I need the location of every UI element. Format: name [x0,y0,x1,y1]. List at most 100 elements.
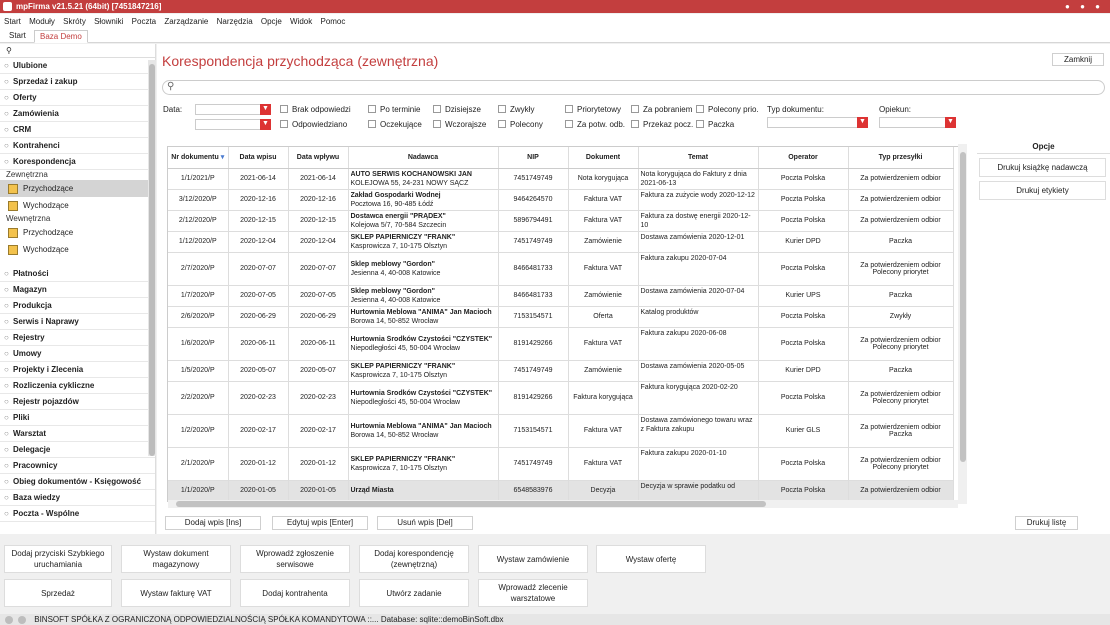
table-cell[interactable]: 2020-06-11 [288,327,349,361]
table-cell[interactable]: Faktura zakupu 2020-01-10 [638,447,759,481]
table-cell[interactable]: Paczka [848,360,954,382]
table-cell[interactable]: Faktura za dostwę energii 2020-12-10 [638,210,759,232]
checkbox[interactable] [565,105,573,113]
table-row[interactable]: 1/12/2020/P 2020-12-04 2020-12-04 SKLEP PAP… [168,231,954,253]
sidebar-section[interactable]: ○ Produkcja [0,298,155,314]
close-button[interactable]: Zamknij [1052,53,1104,66]
table-cell[interactable]: Dostawa zamówienia 2020-07-04 [638,285,759,307]
add-quick-buttons-button[interactable]: Dodaj przyciski Szybkiego uruchamiania [4,545,112,573]
add-entry-button[interactable]: Dodaj wpis [Ins] [165,516,261,530]
table-cell[interactable]: 6548583976 [498,480,569,501]
table-cell[interactable]: Faktura zakupu 2020-06-08 [638,327,759,361]
table-cell[interactable]: Sklep meblowy "Gordon" Jesienna 4, 40-008… [348,252,499,286]
sidebar-item-przychodzace[interactable]: Przychodzące [0,180,155,197]
table-cell[interactable]: Poczta Polska [758,381,849,415]
menu-item[interactable]: Zarządzanie [164,17,209,26]
table-cell[interactable]: Sklep meblowy "Gordon" Jesienna 4, 40-008… [348,285,499,307]
table-cell[interactable]: 7451749749 [498,447,569,481]
table-cell[interactable]: 2020-12-15 [288,210,349,232]
table-cell[interactable]: 2020-12-04 [228,231,289,253]
table-cell[interactable]: Poczta Polska [758,480,849,501]
table-cell[interactable]: Faktura VAT [568,447,639,481]
sidebar-section[interactable]: ○ Pliki [0,410,155,426]
issue-invoice-button[interactable]: Wystaw fakturę VAT [121,579,231,607]
sidebar-section[interactable]: ○ Ulubione [0,58,155,74]
issue-order-button[interactable]: Wystaw zamówienie [478,545,588,573]
table-cell[interactable]: 2021-06-14 [288,168,349,190]
table-cell[interactable]: 2020-05-07 [228,360,289,382]
table-cell[interactable]: 2020-07-07 [288,252,349,286]
sidebar-section[interactable]: ○ Warsztat [0,426,155,442]
table-cell[interactable]: 2020-01-12 [288,447,349,481]
table-row[interactable]: 2/6/2020/P 2020-06-29 2020-06-29 Hurtownia … [168,306,954,328]
table-cell[interactable]: 2020-05-07 [288,360,349,382]
chevron-down-icon[interactable]: ▼ [260,119,271,130]
table-row[interactable]: 2/2/2020/P 2020-02-23 2020-02-23 Hurtownia … [168,381,954,415]
table-cell[interactable]: 8466481733 [498,285,569,307]
table-cell[interactable]: Dostawa zamówienia 2020-12-01 [638,231,759,253]
table-cell[interactable]: Nota korygująca [568,168,639,190]
issue-offer-button[interactable]: Wystaw ofertę [596,545,706,573]
table-cell[interactable]: Poczta Polska [758,168,849,190]
table-cell[interactable]: 5896794491 [498,210,569,232]
table-row[interactable]: 3/12/2020/P 2020-12-16 2020-12-16 Zakład Go… [168,189,954,211]
checkbox[interactable] [280,105,288,113]
issue-warehouse-doc-button[interactable]: Wystaw dokument magazynowy [121,545,231,573]
table-cell[interactable]: Katalog produktów [638,306,759,328]
table-cell[interactable]: Nota korygująca do Faktury z dnia 2021-0… [638,168,759,190]
table-cell[interactable]: 2020-06-11 [228,327,289,361]
date-from-field[interactable]: ▼ [195,104,271,115]
table-cell[interactable]: 8191429266 [498,381,569,415]
table-cell[interactable]: 2020-12-16 [288,189,349,211]
search-input[interactable]: ⚲ [162,80,1105,95]
table-cell[interactable]: 3/12/2020/P [168,189,229,211]
table-cell[interactable]: Poczta Polska [758,189,849,211]
table-cell[interactable]: 2020-02-23 [288,381,349,415]
table-horizontal-thumb[interactable] [176,501,766,507]
table-cell[interactable]: Za potwierdzeniem odbior Polecony prioryt… [848,381,954,415]
table-row[interactable]: 1/2/2020/P 2020-02-17 2020-02-17 Hurtownia … [168,414,954,448]
table-cell[interactable]: Za potwierdzeniem odbior [848,189,954,211]
sidebar-section[interactable]: ○ Korespondencja [0,154,155,170]
sidebar-section[interactable]: ○ Sprzedaż i zakup [0,74,155,90]
table-row[interactable]: 1/6/2020/P 2020-06-11 2020-06-11 Hurtownia … [168,327,954,361]
table-cell[interactable]: Paczka [848,231,954,253]
sidebar-search[interactable]: ⚲ [0,44,155,58]
table-cell[interactable]: Za potwierdzeniem odbior [848,168,954,190]
table-cell[interactable]: 1/1/2020/P [168,480,229,501]
table-cell[interactable]: 2020-02-17 [288,414,349,448]
table-cell[interactable]: Za potwierdzeniem odbior Polecony prioryt… [848,447,954,481]
sidebar-section[interactable]: ○ Magazyn [0,282,155,298]
table-row[interactable]: 2/7/2020/P 2020-07-07 2020-07-07 Sklep mebl… [168,252,954,286]
table-cell[interactable]: 2/2/2020/P [168,381,229,415]
table-cell[interactable]: SKLEP PAPIERNICZY "FRANK" Kasprowicza 7, … [348,360,499,382]
table-cell[interactable]: Hurtownia Meblowa "ANIMA" Jan Macioch Bor… [348,306,499,328]
opiekun-select[interactable]: ▼ [879,117,956,128]
table-cell[interactable]: 2020-12-15 [228,210,289,232]
table-row[interactable]: 1/1/2021/P 2021-06-14 2021-06-14 AUTO SERWI… [168,168,954,190]
table-cell[interactable]: 2020-07-05 [228,285,289,307]
sidebar-section[interactable]: ○ Rejestry [0,330,155,346]
add-contractor-button[interactable]: Dodaj kontrahenta [240,579,350,607]
workshop-order-button[interactable]: Wprowadź zlecenie warsztatowe [478,579,588,607]
table-cell[interactable]: 1/1/2021/P [168,168,229,190]
table-cell[interactable]: Za potwierdzeniem odbior Paczka [848,414,954,448]
checkbox[interactable] [368,105,376,113]
column-header[interactable]: Data wpływu [288,147,349,169]
sidebar-section[interactable]: ○ Oferty [0,90,155,106]
table-cell[interactable]: Kurier DPD [758,231,849,253]
table-cell[interactable]: Zwykły [848,306,954,328]
table-cell[interactable]: Dostawca energii "PRĄDEX" Kolejowa 5/7, 7… [348,210,499,232]
edit-entry-button[interactable]: Edytuj wpis [Enter] [272,516,368,530]
table-cell[interactable]: Poczta Polska [758,327,849,361]
table-cell[interactable]: Oferta [568,306,639,328]
table-cell[interactable]: 1/6/2020/P [168,327,229,361]
menu-item[interactable]: Start [4,17,21,26]
sidebar-section[interactable]: ○ CRM [0,122,155,138]
table-cell[interactable]: Decyzja [568,480,639,501]
table-cell[interactable]: Faktura VAT [568,414,639,448]
checkbox[interactable] [433,105,441,113]
table-cell[interactable]: Zamówienie [568,360,639,382]
table-cell[interactable]: 2020-01-05 [288,480,349,501]
table-cell[interactable]: Zamówienie [568,285,639,307]
